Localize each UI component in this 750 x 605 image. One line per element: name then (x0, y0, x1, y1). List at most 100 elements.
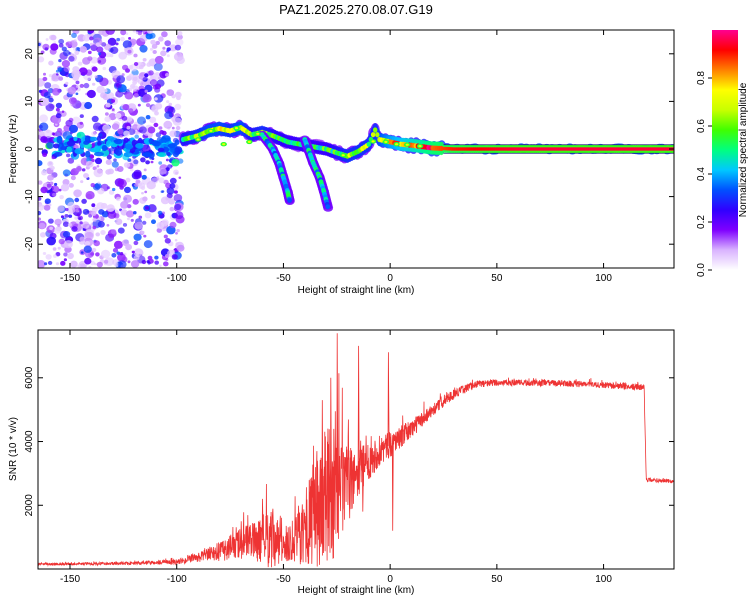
snr-background (38, 330, 674, 569)
spectrogram-noise-cell (147, 204, 157, 213)
spectrogram-noise-cell (79, 83, 85, 88)
spectrogram-noise-cell (140, 186, 146, 190)
spectrogram-noise-cell (68, 97, 77, 105)
snr-x-tick-label: 100 (595, 574, 612, 585)
spectrogram-noise-cell (44, 198, 51, 204)
spectrogram-noise-cell (38, 222, 46, 229)
spectrogram-noise-cell (139, 45, 148, 53)
spectrogram-noise-cell (118, 51, 127, 60)
spectrogram-noise-cell (154, 255, 159, 260)
spectrogram-noise-cell (120, 36, 125, 42)
spectrogram-noise-cell (38, 56, 45, 63)
spectrogram-noise-cell (57, 128, 62, 133)
spectrogram-noise-cell (80, 180, 84, 184)
spectrogram-highlight-core (234, 127, 239, 130)
spectrogram-noise-cell (98, 60, 102, 63)
spectrogram-noise-cell (149, 75, 154, 81)
spectrogram-noise-cell (82, 34, 91, 42)
spectrogram-noise-cell (79, 114, 84, 118)
spectrogram-noise-cell (125, 177, 131, 183)
spectrogram-noise-cell (71, 32, 77, 39)
spectrogram-noise-cell (164, 40, 171, 47)
colorbar-bar (712, 30, 738, 270)
spectrogram-noise-cell (79, 236, 85, 242)
spectrogram-noise-cell (156, 227, 162, 233)
spectrogram-noise-cell (40, 232, 46, 238)
spectrogram-noise-cell (155, 40, 160, 46)
spectrogram-noise-cell (124, 186, 131, 194)
spectrogram-band-cell (101, 144, 108, 152)
spectrogram-noise-cell (53, 41, 56, 44)
spectrogram-band-cell (96, 135, 102, 142)
spectrogram-noise-cell (57, 67, 63, 72)
spectrogram-noise-cell (38, 260, 46, 268)
spectrogram-noise-cell (101, 42, 107, 47)
spectrogram-noise-cell (174, 211, 184, 220)
spectrogram-noise-cell (174, 239, 178, 242)
spectrogram-noise-cell (157, 76, 161, 80)
spectrogram-noise-cell (50, 43, 59, 51)
spectrogram-band-cell (60, 146, 67, 151)
snr-y-tick-label: 2000 (24, 494, 35, 517)
snr-y-tick-label: 4000 (24, 430, 35, 453)
snr-y-label: SNR (10 * v/v) (8, 417, 19, 481)
spectrogram-highlight-core (418, 145, 422, 148)
colorbar-tick-label: 0.4 (696, 167, 707, 181)
colorbar: 0.0 0.2 0.4 0.6 0.8 Normalized spectral ampl… (696, 30, 749, 277)
spectrogram-branch-core (325, 204, 331, 210)
spectrogram-noise-cell (87, 50, 92, 55)
spectrogram-noise-cell (178, 176, 182, 179)
spectrogram-noise-cell (141, 192, 144, 195)
spectrogram-noise-cell (52, 88, 61, 96)
spectrogram-noise-cell (68, 183, 74, 188)
spectrogram-noise-cell (40, 98, 50, 107)
spectrogram-noise-cell (137, 103, 141, 107)
spectrogram-noise-cell (71, 226, 78, 232)
spectrogram-noise-cell (132, 124, 139, 131)
spectrogram-noise-cell (168, 102, 173, 107)
spectrogram-noise-cell (139, 64, 144, 70)
spectrogram-noise-cell (44, 262, 48, 266)
spectrogram-noise-cell (61, 60, 70, 68)
spectrogram-noise-cell (80, 251, 84, 254)
spectrogram-noise-cell (117, 227, 125, 234)
spectrogram-noise-cell (73, 47, 77, 51)
spectrogram-noise-cell (161, 31, 168, 38)
spectrogram-noise-cell (67, 157, 75, 164)
spectrogram-noise-cell (38, 196, 42, 201)
spectrogram-noise-cell (59, 195, 64, 200)
spectrogram-noise-cell (123, 130, 130, 137)
spectrogram-noise-cell (75, 92, 79, 96)
spectrogram-noise-cell (75, 166, 82, 172)
spectrogram-y-tick-label: 0 (24, 146, 35, 152)
spectrogram-noise-cell (79, 121, 84, 125)
spectrogram-noise-cell (150, 194, 156, 199)
spectrogram-noise-cell (166, 187, 175, 195)
spectrogram-noise-cell (168, 198, 176, 205)
spectrogram-noise-cell (117, 260, 127, 268)
spectrogram-band-cell (123, 152, 133, 158)
spectrogram-noise-cell (169, 177, 177, 184)
spectrogram-noise-cell (91, 203, 96, 208)
spectrogram-noise-cell (58, 76, 64, 81)
spectrogram-noise-cell (175, 242, 179, 246)
spectrogram-noise-cell (53, 227, 62, 234)
spectrogram-noise-cell (161, 190, 165, 193)
spectrogram-noise-cell (175, 232, 178, 235)
spectrogram-noise-cell (94, 157, 103, 165)
spectrogram-noise-cell (96, 46, 104, 53)
spectrogram-noise-cell (153, 94, 164, 103)
spectrogram-band-cell (66, 140, 76, 147)
spectrogram-noise-cell (111, 108, 115, 111)
spectrogram-ridge-core (370, 132, 376, 138)
spectrogram-noise-cell (165, 73, 170, 77)
spectrogram-noise-cell (127, 260, 131, 264)
spectrogram-noise-cell (48, 97, 54, 103)
spectrogram-noise-cell (125, 68, 130, 73)
spectrogram-highlight-core (395, 143, 399, 146)
spectrogram-noise-cell (146, 181, 156, 190)
spectrogram-noise-cell (127, 49, 132, 54)
spectrogram-noise-cell (133, 169, 142, 178)
spectrogram-highlight-core (196, 138, 200, 141)
